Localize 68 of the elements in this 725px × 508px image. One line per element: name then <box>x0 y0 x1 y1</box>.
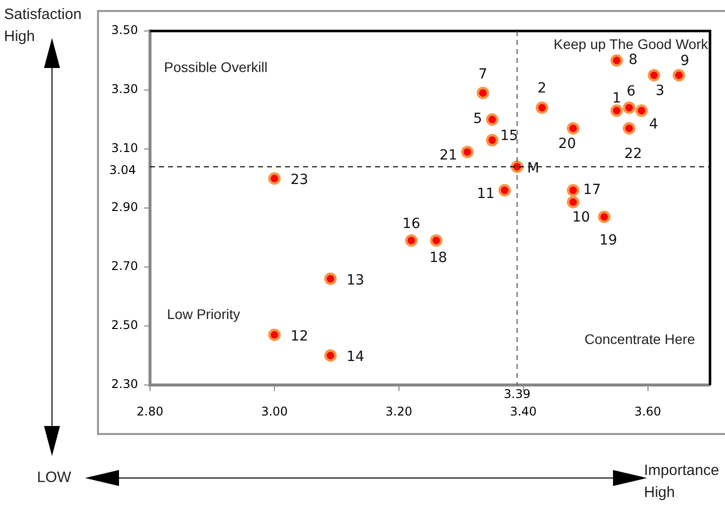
point <box>461 146 474 158</box>
annotation: 2 <box>538 80 546 96</box>
point <box>486 113 498 126</box>
point <box>324 349 337 362</box>
point <box>405 234 418 247</box>
point <box>566 196 580 208</box>
point <box>268 328 281 342</box>
annotation: 18 <box>429 250 448 266</box>
y-tick-label: 3.30 <box>111 82 138 96</box>
x-axis-title: Importance High <box>644 461 720 503</box>
point <box>672 69 686 82</box>
point <box>610 104 623 117</box>
y-tick-label: 3.10 <box>111 141 138 156</box>
annotation: 9 <box>680 52 690 69</box>
x-tick-label: 3.00 <box>261 404 288 418</box>
annotation: Possible Overkill <box>164 58 268 75</box>
point <box>566 184 580 197</box>
point <box>324 272 337 286</box>
annotation: 13 <box>346 272 364 288</box>
annotation: 19 <box>599 232 618 248</box>
annotation: 6 <box>626 83 636 100</box>
annotation: 17 <box>583 182 601 198</box>
point <box>486 134 498 146</box>
point <box>498 184 511 197</box>
annotation: 16 <box>402 216 420 232</box>
point <box>476 86 490 100</box>
annotation: 8 <box>628 52 638 68</box>
annotation: 15 <box>500 128 518 144</box>
x-tick-label: 2.80 <box>136 404 164 418</box>
ref-line-label: 3.39 <box>504 387 530 402</box>
annotation: M <box>527 160 540 176</box>
point <box>268 172 281 185</box>
annotation: 14 <box>346 349 364 366</box>
y-axis-title: Satisfaction High <box>4 5 82 47</box>
point <box>610 54 623 67</box>
point <box>622 101 636 114</box>
annotation: 22 <box>624 146 642 162</box>
annotation: 5 <box>473 111 482 128</box>
annotation: 20 <box>558 136 576 152</box>
y-tick-label: 2.90 <box>111 200 138 214</box>
annotation: Low Priority <box>167 306 240 322</box>
x-tick-label: 3.40 <box>510 404 537 418</box>
x-tick-label: 3.20 <box>386 404 412 418</box>
ref-line-label: 3.04 <box>109 162 136 177</box>
annotation: 21 <box>440 148 458 164</box>
annotation: 23 <box>290 172 308 188</box>
annotation: 4 <box>649 116 658 132</box>
point <box>648 69 660 82</box>
point <box>598 210 610 224</box>
point <box>430 234 442 247</box>
annotation: 11 <box>476 186 495 202</box>
y-tick-label: 2.30 <box>111 377 138 392</box>
point <box>566 122 580 135</box>
annotation: Concentrate Here <box>584 330 696 347</box>
annotation: 1 <box>612 90 622 106</box>
y-tick-label: 2.70 <box>111 259 138 274</box>
y-tick-label: 3.50 <box>111 23 138 38</box>
annotation: 10 <box>572 210 590 226</box>
annotation: 7 <box>478 66 488 83</box>
point <box>635 104 648 117</box>
point <box>536 101 548 114</box>
annotation: Keep up The Good Work <box>554 36 709 52</box>
annotation: 3 <box>656 82 664 99</box>
annotation: 12 <box>290 328 308 344</box>
y-tick-label: 2.50 <box>111 318 138 332</box>
point <box>622 122 636 135</box>
text: LOW <box>37 468 72 488</box>
x-tick-label: 3.60 <box>634 404 662 418</box>
